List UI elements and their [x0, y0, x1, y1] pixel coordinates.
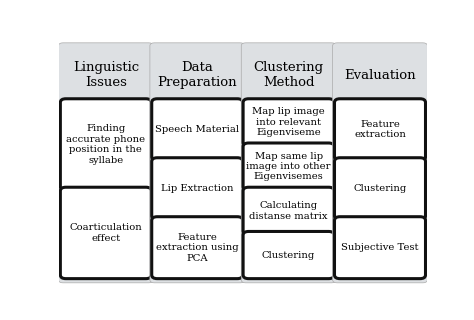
FancyBboxPatch shape [243, 99, 334, 146]
FancyBboxPatch shape [150, 43, 245, 283]
Text: Feature
extraction: Feature extraction [354, 120, 406, 140]
Text: Clustering: Clustering [262, 251, 315, 260]
FancyBboxPatch shape [241, 43, 336, 283]
FancyBboxPatch shape [243, 231, 334, 279]
Text: Speech Material: Speech Material [155, 125, 239, 134]
Text: Data
Preparation: Data Preparation [157, 61, 237, 89]
Text: Clustering
Method: Clustering Method [254, 61, 324, 89]
Text: Subjective Test: Subjective Test [341, 243, 419, 252]
FancyBboxPatch shape [335, 217, 426, 279]
Text: Coarticulation
effect: Coarticulation effect [70, 223, 142, 243]
Text: Linguistic
Issues: Linguistic Issues [73, 61, 139, 89]
FancyBboxPatch shape [335, 99, 426, 161]
Text: Map lip image
into relevant
Eigenviseme: Map lip image into relevant Eigenviseme [252, 108, 325, 137]
Text: Evaluation: Evaluation [344, 69, 416, 82]
Text: Lip Extraction: Lip Extraction [161, 184, 234, 193]
FancyBboxPatch shape [60, 187, 151, 279]
FancyBboxPatch shape [333, 43, 428, 283]
FancyBboxPatch shape [58, 43, 153, 283]
Text: Clustering: Clustering [354, 184, 407, 193]
Text: Calculating
distanse matrix: Calculating distanse matrix [249, 201, 328, 220]
Text: Feature
extraction using
PCA: Feature extraction using PCA [156, 233, 238, 263]
FancyBboxPatch shape [335, 158, 426, 220]
Text: Map same lip
image into other
Eigenvisemes: Map same lip image into other Eigenvisem… [246, 152, 331, 181]
FancyBboxPatch shape [152, 217, 243, 279]
FancyBboxPatch shape [60, 99, 151, 190]
FancyBboxPatch shape [152, 158, 243, 220]
FancyBboxPatch shape [243, 187, 334, 235]
FancyBboxPatch shape [243, 143, 334, 190]
FancyBboxPatch shape [152, 99, 243, 161]
Text: Finding
accurate phone
position in the
syllabe: Finding accurate phone position in the s… [66, 124, 146, 164]
